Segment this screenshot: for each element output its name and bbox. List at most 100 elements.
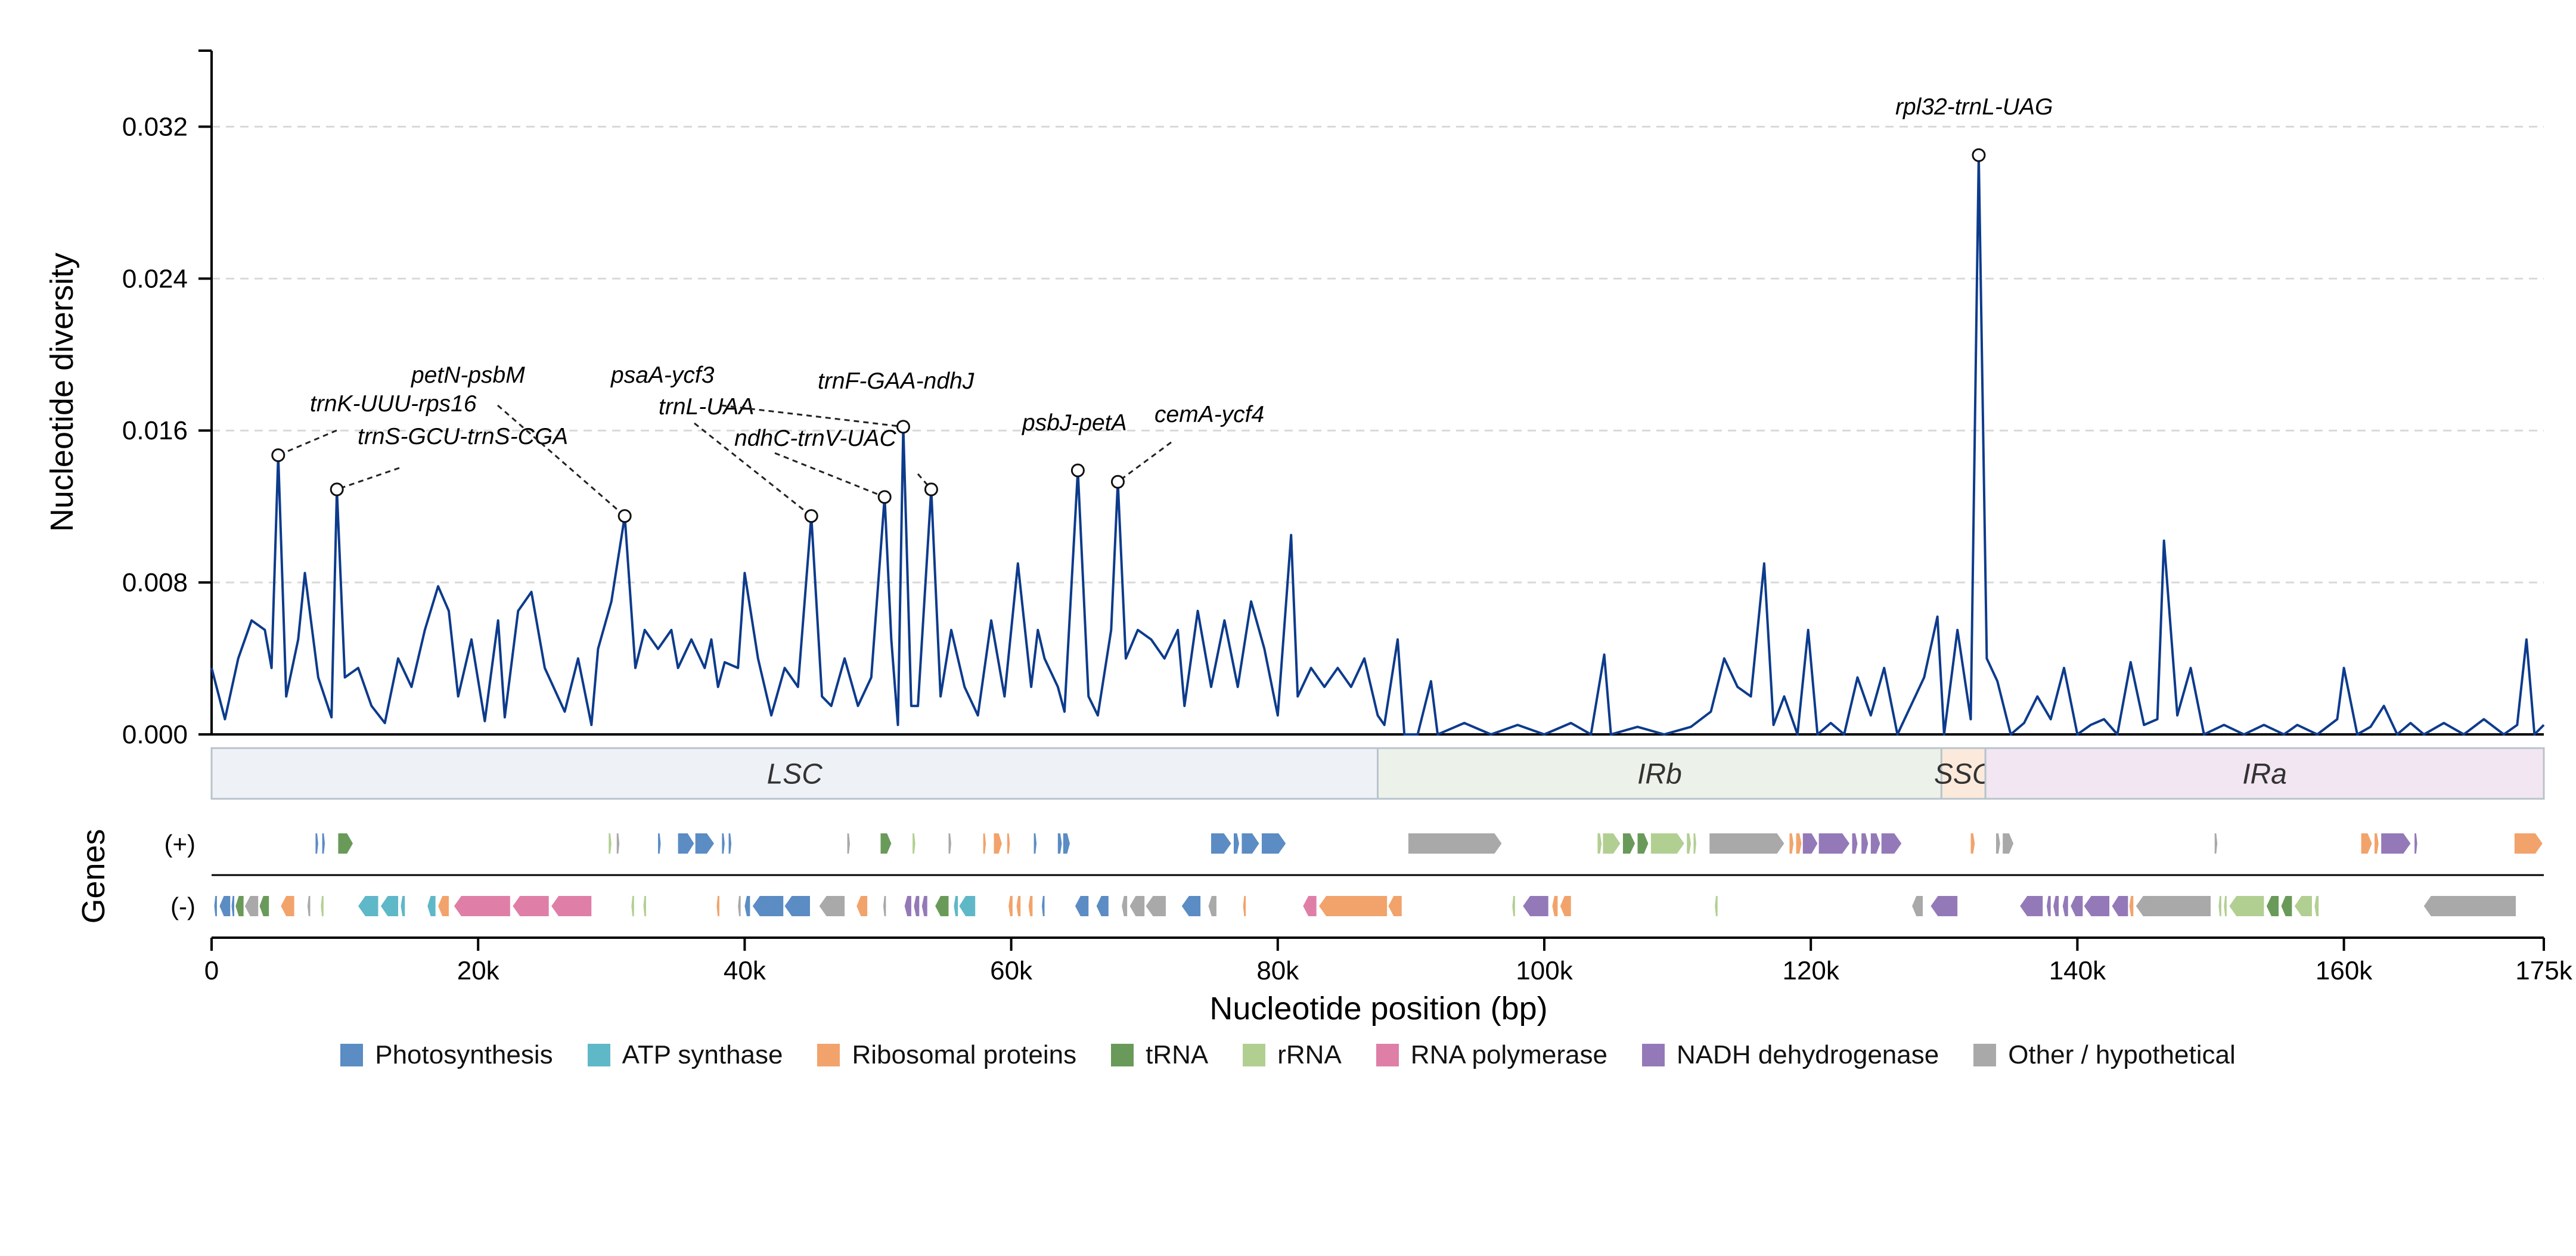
- gene-arrow: [2229, 896, 2264, 916]
- gene-track-layer: [212, 833, 2544, 916]
- gene-arrow: [2514, 833, 2543, 854]
- gene-arrow: [1870, 833, 1880, 854]
- legend-label: Ribosomal proteins: [852, 1040, 1077, 1069]
- gene-arrow: [2281, 896, 2292, 916]
- gene-arrow: [322, 833, 325, 854]
- legend-swatch: [817, 1044, 840, 1066]
- x-tick-label: 140k: [2049, 956, 2106, 985]
- gene-arrow: [1818, 833, 1850, 854]
- gene-arrow: [244, 896, 259, 916]
- legend-item: NADH dehydrogenase: [1641, 1040, 1939, 1070]
- gene-arrow: [2112, 896, 2128, 916]
- gene-arrow: [1693, 833, 1696, 854]
- gene-arrow: [1852, 833, 1858, 854]
- gene-arrow: [438, 896, 449, 916]
- peak-label: cemA-ycf4: [1154, 402, 1264, 427]
- gene-arrow: [616, 833, 620, 854]
- peak-marker: [1070, 463, 1085, 477]
- gene-arrow: [1912, 896, 1923, 916]
- gene-arrow: [1028, 896, 1033, 916]
- gene-arrow: [695, 833, 714, 854]
- legend-label: ATP synthase: [622, 1040, 783, 1069]
- gene-arrow: [1796, 833, 1802, 854]
- gene-arrow: [1881, 833, 1902, 854]
- gene-arrow: [454, 896, 510, 916]
- legend-item: RNA polymerase: [1376, 1040, 1607, 1070]
- x-axis-title: Nucleotide position (bp): [1209, 991, 1547, 1026]
- x-tick-label: 175k: [2515, 956, 2572, 985]
- gene-arrow: [1303, 896, 1317, 916]
- gene-arrow: [643, 896, 646, 916]
- gene-arrow: [2375, 833, 2379, 854]
- x-tick-label: 60k: [990, 956, 1033, 985]
- gene-arrow: [904, 896, 911, 916]
- x-tick-label: 100k: [1516, 956, 1573, 985]
- peak-marker: [924, 482, 938, 497]
- gene-arrow: [219, 896, 231, 916]
- gene-arrow: [1709, 833, 1784, 854]
- region-label: IRb: [1637, 759, 1682, 790]
- legend-item: tRNA: [1111, 1040, 1208, 1070]
- peak-label: petN-psbM: [411, 362, 525, 388]
- peak-marker: [896, 420, 910, 434]
- region-block: [1940, 747, 1987, 800]
- gene-arrow: [847, 833, 851, 854]
- gene-arrow: [1319, 896, 1388, 916]
- gene-arrow: [883, 896, 886, 916]
- region-label: SSC: [1934, 759, 1993, 790]
- gene-arrow: [2361, 833, 2372, 854]
- legend-item: ATP synthase: [587, 1040, 783, 1070]
- gene-arrow: [1208, 896, 1216, 916]
- region-block: [1984, 747, 2545, 800]
- x-tick-label: 20k: [457, 956, 500, 985]
- plus-strand-label: (+): [165, 830, 196, 858]
- gene-arrow: [1597, 833, 1602, 854]
- gene-arrow: [728, 833, 732, 854]
- gene-arrow: [1211, 833, 1231, 854]
- gene-arrow: [1129, 896, 1145, 916]
- gene-arrow: [1057, 833, 1062, 854]
- gene-arrow: [1996, 833, 2000, 854]
- gene-arrow: [2218, 896, 2221, 916]
- gene-arrow: [1063, 833, 1070, 854]
- gene-arrow: [401, 896, 405, 916]
- peak-label: psbJ-petA: [1022, 410, 1127, 436]
- gene-arrow: [1931, 896, 1958, 916]
- gene-arrow: [1242, 833, 1259, 854]
- legend-swatch: [1376, 1044, 1399, 1066]
- legend-label: rRNA: [1277, 1040, 1342, 1069]
- peak-label: rpl32-trnL-UAG: [1895, 94, 2053, 120]
- peak-marker: [1972, 148, 1986, 162]
- gene-arrow: [1861, 833, 1869, 854]
- gene-arrow: [609, 833, 612, 854]
- gene-arrow: [358, 896, 378, 916]
- gene-arrow: [819, 896, 845, 916]
- annotation-leader: [917, 473, 932, 490]
- gene-arrow: [2214, 833, 2218, 854]
- gene-arrow: [935, 896, 949, 916]
- gene-arrow: [1243, 896, 1246, 916]
- gene-arrow: [1523, 896, 1548, 916]
- region-layer: LSC IRb SSC IRa: [210, 747, 2545, 800]
- gene-arrow: [2381, 833, 2411, 854]
- gene-arrow: [2071, 896, 2083, 916]
- gene-arrow: [1789, 833, 1794, 854]
- gene-arrow: [2224, 896, 2227, 916]
- gene-arrow: [678, 833, 694, 854]
- gene-arrow: [1075, 896, 1089, 916]
- legend-label: RNA polymerase: [1410, 1040, 1607, 1069]
- peak-marker: [330, 482, 344, 497]
- gene-arrow: [1016, 896, 1021, 916]
- peak-marker: [804, 509, 818, 523]
- peak-marker: [1110, 475, 1125, 489]
- legend-swatch: [1641, 1044, 1665, 1066]
- peak-label: trnL-UAA: [659, 394, 754, 420]
- x-tick-label: 160k: [2316, 956, 2373, 985]
- gene-arrow: [2003, 833, 2014, 854]
- peak-label: trnF-GAA-ndhJ: [818, 368, 974, 394]
- gene-arrow: [752, 896, 784, 916]
- legend-swatch: [587, 1044, 610, 1066]
- gene-arrow: [1261, 833, 1286, 854]
